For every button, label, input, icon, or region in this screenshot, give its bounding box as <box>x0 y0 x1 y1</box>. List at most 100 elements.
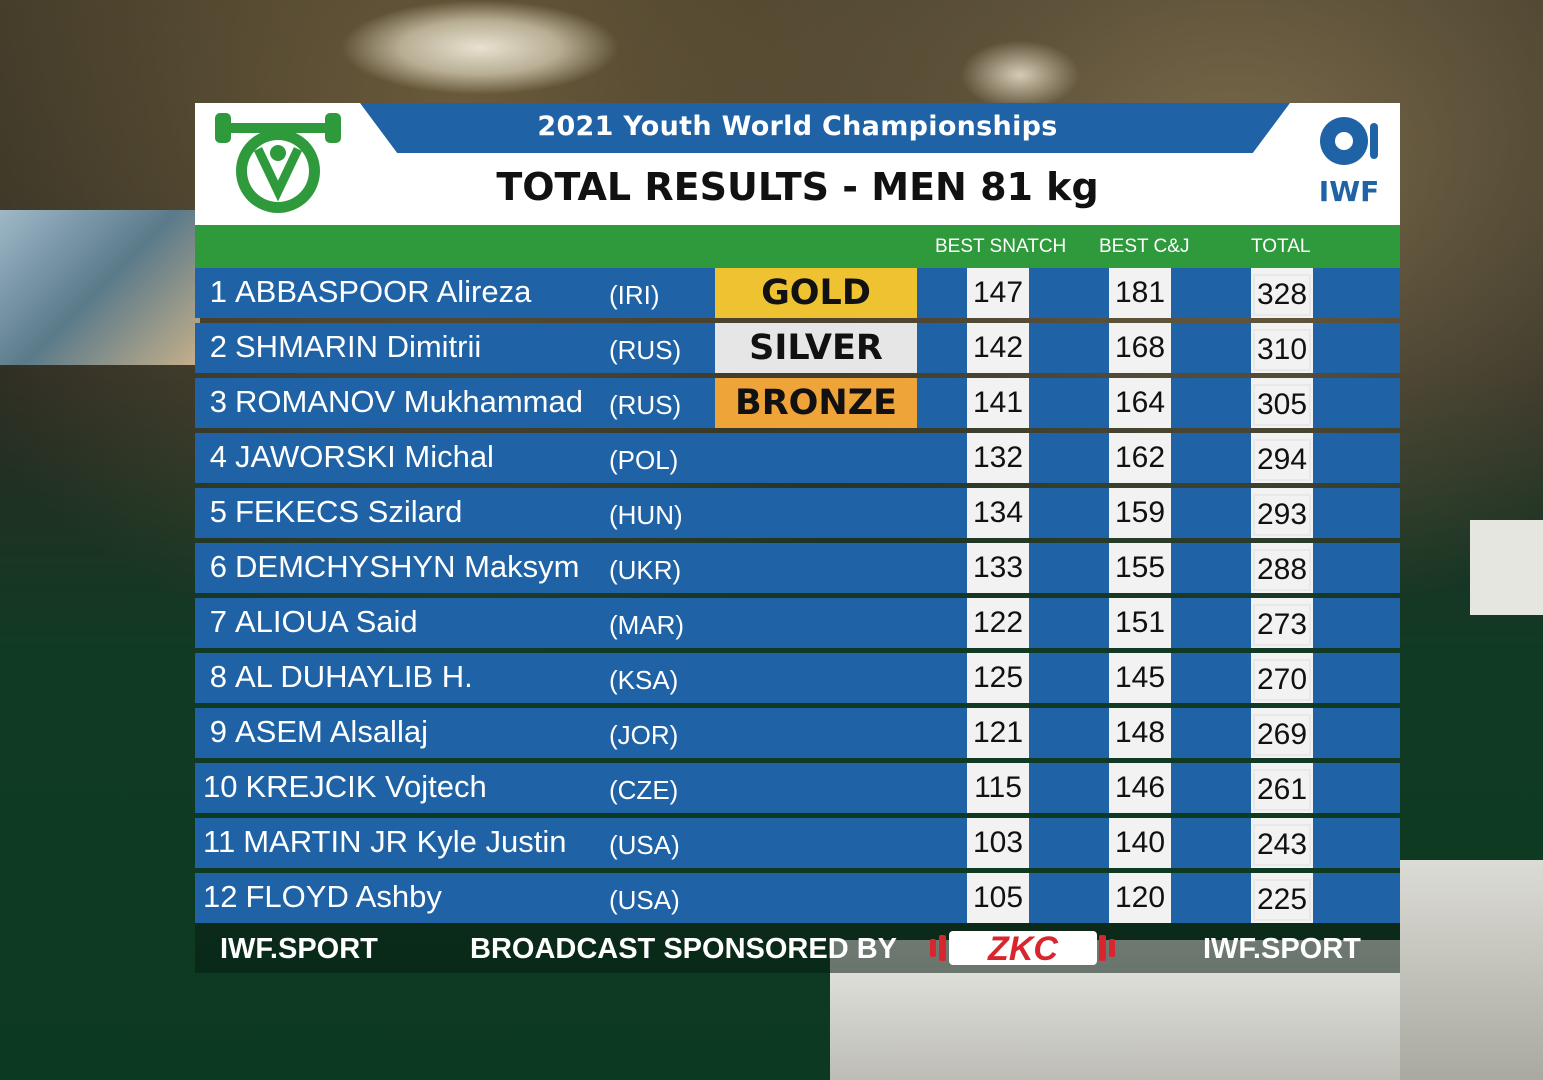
total-cell: 261 <box>1251 763 1313 813</box>
athlete-rank-name: 2 SHMARIN Dimitrii <box>203 329 482 365</box>
athlete-name: DEMCHYSHYN Maksym <box>235 549 580 584</box>
athlete-name: SHMARIN Dimitrii <box>235 329 482 364</box>
athlete-rank: 8 <box>209 659 227 694</box>
athlete-rank-name: 7 ALIOUA Said <box>203 604 418 640</box>
best-snatch-value: 134 <box>967 488 1029 538</box>
athlete-rank: 4 <box>209 439 227 474</box>
athlete-nation: (IRI) <box>609 280 660 310</box>
athlete-rank: 3 <box>209 384 227 419</box>
best-cj-value: 155 <box>1109 543 1171 593</box>
total-cell: 225 <box>1251 873 1313 923</box>
athlete-nation: (USA) <box>609 830 680 860</box>
medal-badge: BRONZE <box>715 378 917 428</box>
best-snatch-value: 103 <box>967 818 1029 868</box>
footer-site-left: IWF.SPORT <box>220 933 378 965</box>
athlete-name: AL DUHAYLIB H. <box>235 659 473 694</box>
background-chandelier <box>340 0 620 95</box>
total-value: 328 <box>1252 274 1312 316</box>
total-cell: 243 <box>1251 818 1313 868</box>
athlete-rank: 2 <box>209 329 227 364</box>
best-cj-value: 140 <box>1109 818 1171 868</box>
total-value: 225 <box>1252 879 1312 921</box>
table-row: 12 FLOYD Ashby (USA) 105 120 225 <box>195 873 1400 923</box>
table-row: 9 ASEM Alsallaj (JOR) 121 148 269 <box>195 708 1400 758</box>
best-cj-value: 146 <box>1109 763 1171 813</box>
athlete-nation: (UKR) <box>609 555 682 585</box>
athlete-name: FEKECS Szilard <box>235 494 463 529</box>
header-band <box>360 103 1290 153</box>
championship-logo-icon <box>215 113 341 213</box>
athlete-name: ROMANOV Mukhammad <box>235 384 583 419</box>
total-cell: 294 <box>1251 433 1313 483</box>
total-cell: 273 <box>1251 598 1313 648</box>
iwf-plate-icon <box>1320 117 1378 165</box>
best-snatch-value: 105 <box>967 873 1029 923</box>
iwf-logo-text: IWF <box>1318 175 1380 208</box>
table-row: 7 ALIOUA Said (MAR) 122 151 273 <box>195 598 1400 648</box>
table-row: 4 JAWORSKI Michal (POL) 132 162 294 <box>195 433 1400 483</box>
best-snatch-value: 121 <box>967 708 1029 758</box>
best-cj-value: 120 <box>1109 873 1171 923</box>
table-row: 8 AL DUHAYLIB H. (KSA) 125 145 270 <box>195 653 1400 703</box>
total-value: 270 <box>1252 659 1312 701</box>
zkc-logo-icon: ZKC <box>930 930 1115 967</box>
athlete-rank-name: 5 FEKECS Szilard <box>203 494 463 530</box>
athlete-name: ALIOUA Said <box>235 604 418 639</box>
total-value: 293 <box>1252 494 1312 536</box>
athlete-rank-name: 9 ASEM Alsallaj <box>203 714 428 750</box>
board-footer: IWF.SPORT BROADCAST SPONSORED BY ZKC IWF… <box>195 923 1400 973</box>
best-cj-value: 164 <box>1109 378 1171 428</box>
table-row: 1 ABBASPOOR Alireza (IRI) GOLD 147 181 328 <box>195 268 1400 318</box>
best-snatch-value: 133 <box>967 543 1029 593</box>
best-cj-value: 148 <box>1109 708 1171 758</box>
best-snatch-value: 132 <box>967 433 1029 483</box>
athlete-rank: 11 <box>203 824 236 859</box>
athlete-rank: 6 <box>209 549 227 584</box>
athlete-rank-name: 3 ROMANOV Mukhammad <box>203 384 583 420</box>
best-snatch-value: 142 <box>967 323 1029 373</box>
athlete-name: JAWORSKI Michal <box>235 439 494 474</box>
athlete-nation: (HUN) <box>609 500 683 530</box>
results-title: TOTAL RESULTS - MEN 81 kg <box>496 165 1099 209</box>
best-cj-value: 181 <box>1109 268 1171 318</box>
total-cell: 293 <box>1251 488 1313 538</box>
total-cell: 310 <box>1251 323 1313 373</box>
table-row: 3 ROMANOV Mukhammad (RUS) BRONZE 141 164 305 <box>195 378 1400 428</box>
athlete-name: ABBASPOOR Alireza <box>235 274 532 309</box>
zkc-brand-text: ZKC <box>987 930 1058 967</box>
best-snatch-value: 122 <box>967 598 1029 648</box>
table-row: 11 MARTIN JR Kyle Justin (USA) 103 140 243 <box>195 818 1400 868</box>
background-judge-table <box>1470 520 1543 615</box>
total-value: 243 <box>1252 824 1312 866</box>
athlete-nation: (CZE) <box>609 775 679 805</box>
medal-badge: SILVER <box>715 323 917 373</box>
best-snatch-value: 141 <box>967 378 1029 428</box>
column-best-cj: BEST C&J <box>1099 236 1190 257</box>
athlete-name: FLOYD Ashby <box>245 879 442 914</box>
best-cj-value: 168 <box>1109 323 1171 373</box>
background-side-table <box>1400 860 1543 1080</box>
best-cj-value: 151 <box>1109 598 1171 648</box>
results-board: 2021 Youth World Championships TOTAL RES… <box>195 103 1400 973</box>
athlete-rank-name: 10 KREJCIK Vojtech <box>203 769 487 805</box>
table-row: 6 DEMCHYSHYN Maksym (UKR) 133 155 288 <box>195 543 1400 593</box>
results-list: 1 ABBASPOOR Alireza (IRI) GOLD 147 181 328 2 SHM… <box>195 268 1400 923</box>
column-total: TOTAL <box>1251 236 1311 257</box>
best-cj-value: 162 <box>1109 433 1171 483</box>
total-value: 273 <box>1252 604 1312 646</box>
athlete-nation: (USA) <box>609 885 680 915</box>
athlete-rank: 7 <box>209 604 227 639</box>
table-row: 2 SHMARIN Dimitrii (RUS) SILVER 142 168 310 <box>195 323 1400 373</box>
athlete-rank: 12 <box>203 879 238 914</box>
total-value: 288 <box>1252 549 1312 591</box>
athlete-rank-name: 4 JAWORSKI Michal <box>203 439 494 475</box>
athlete-name: KREJCIK Vojtech <box>245 769 487 804</box>
athlete-rank-name: 1 ABBASPOOR Alireza <box>203 274 532 310</box>
total-value: 294 <box>1252 439 1312 481</box>
best-cj-value: 145 <box>1109 653 1171 703</box>
total-value: 310 <box>1252 329 1312 371</box>
total-cell: 270 <box>1251 653 1313 703</box>
total-cell: 288 <box>1251 543 1313 593</box>
athlete-rank: 10 <box>203 769 238 804</box>
best-snatch-value: 125 <box>967 653 1029 703</box>
